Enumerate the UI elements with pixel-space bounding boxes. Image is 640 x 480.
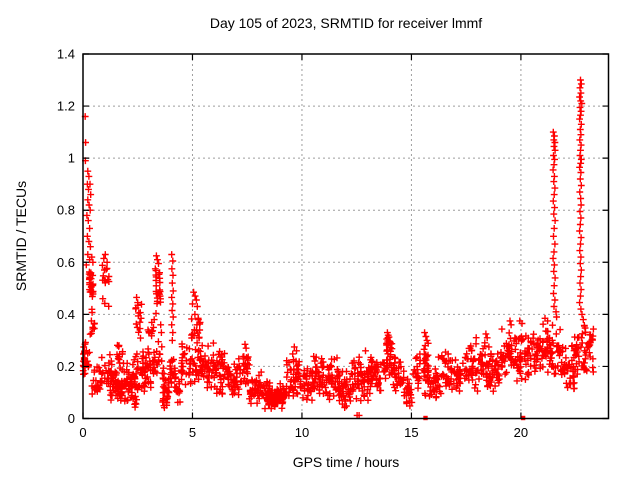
data-points [79, 76, 597, 419]
y-tick-label: 0 [68, 411, 75, 426]
chart-title: Day 105 of 2023, SRMTID for receiver lmm… [209, 15, 483, 31]
y-tick-label: 1 [68, 151, 75, 166]
x-tick-label: 10 [295, 425, 309, 440]
plot-border [82, 53, 610, 420]
y-tick-label: 0.8 [57, 203, 75, 218]
y-tick-label: 0.6 [57, 255, 75, 270]
axis-ticks [82, 53, 609, 420]
x-tick-label: 5 [189, 425, 196, 440]
x-axis-label: GPS time / hours [292, 454, 400, 470]
y-tick-label: 0.4 [57, 307, 75, 322]
y-tick-label: 1.2 [57, 99, 75, 114]
x-tick-label: 0 [79, 425, 86, 440]
y-tick-label: 0.2 [57, 359, 75, 374]
y-tick-label: 1.4 [57, 47, 75, 62]
x-tick-label: 20 [514, 425, 528, 440]
x-tick-label: 15 [404, 425, 418, 440]
